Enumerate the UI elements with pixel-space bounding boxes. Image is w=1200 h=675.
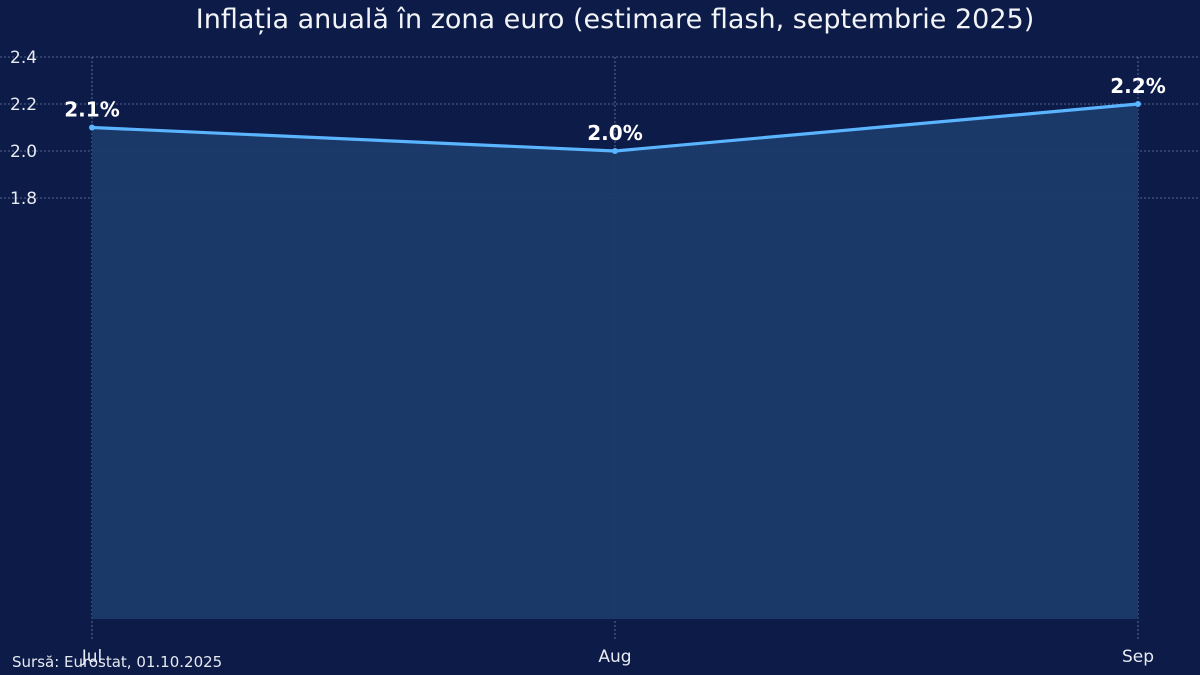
source-note: Sursă: Eurostat, 01.10.2025 <box>12 653 223 671</box>
data-point-sep <box>1135 101 1141 107</box>
y-tick-label: 2.0 <box>10 142 37 162</box>
data-label-jul: 2.1% <box>64 98 119 122</box>
data-points <box>89 101 1141 154</box>
x-tick-label-jul: Jul <box>81 647 103 667</box>
x-tick-label-sep: Sep <box>1122 647 1154 667</box>
x-tick-label-aug: Aug <box>598 647 631 667</box>
y-tick-label: 1.8 <box>10 189 37 209</box>
chart-title: Inflația anuală în zona euro (estimare f… <box>195 4 1035 35</box>
y-tick-label: 2.4 <box>10 48 37 68</box>
data-labels: 2.1% 2.0% 2.2% <box>64 74 1165 145</box>
data-label-sep: 2.2% <box>1110 74 1165 98</box>
series-area-fill <box>92 104 1138 619</box>
data-point-aug <box>612 148 618 154</box>
data-point-jul <box>89 124 95 131</box>
y-axis-ticks: 1.8 2.0 2.2 2.4 <box>10 48 37 209</box>
x-axis-ticks: Jul Aug Sep <box>81 647 1154 667</box>
y-tick-label: 2.2 <box>10 95 37 115</box>
data-label-aug: 2.0% <box>587 121 642 145</box>
